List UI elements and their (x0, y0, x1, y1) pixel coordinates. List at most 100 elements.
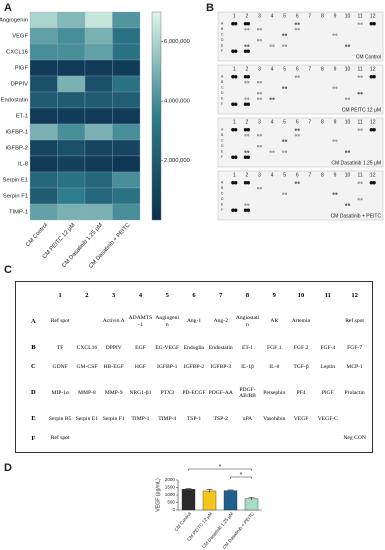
table-cell: Endostatin (208, 344, 233, 351)
table-header-cell: 10 (297, 291, 305, 299)
table-cell: TSP-1 (186, 415, 202, 422)
blot-column-label: 9 (334, 66, 337, 72)
blot-spot (369, 22, 374, 26)
row-label: CXCL16 (6, 50, 28, 56)
heatmap-cell (57, 75, 86, 93)
blot-spot (256, 92, 260, 95)
table-cell: TSP-2 (213, 415, 228, 422)
heatmap-cell (84, 171, 113, 189)
heatmap-cell (29, 139, 58, 157)
blot-caption: CM PEITC 12 μM (342, 107, 381, 113)
table-cell: Ang-2 (213, 318, 228, 325)
blot-spot (297, 75, 300, 78)
blot-spot (231, 181, 235, 185)
colorbar-tick-label: 4,000,000 (164, 99, 190, 105)
table-header-cell: 5 (165, 291, 169, 299)
table-header-cell: 12 (351, 291, 358, 299)
bar (181, 489, 196, 511)
heatmap-cell (29, 91, 58, 109)
blot-spot (259, 187, 263, 190)
panel-label: D (4, 462, 12, 474)
table-row-label: C (31, 363, 36, 371)
blot-spot (297, 22, 300, 25)
table-empty-cell (314, 305, 341, 338)
blot-spot (335, 192, 338, 195)
heatmap-cell (112, 107, 141, 125)
blot-spot (256, 81, 260, 84)
blot-spot (294, 128, 298, 131)
blot-spot (284, 86, 288, 89)
blot-row-label: B (221, 80, 224, 84)
blot-row-label: C (221, 33, 224, 37)
heatmap-cell (57, 123, 86, 141)
blot-spot (282, 150, 285, 153)
heatmap-cell (84, 27, 113, 45)
heatmap-cell (112, 59, 141, 77)
table-cell: Angiostatin (235, 315, 260, 328)
row-label: PlGF (15, 66, 29, 72)
table-cell: IGFBP-3 (210, 363, 231, 370)
heatmap-cell (29, 187, 58, 205)
blot-spot (247, 44, 250, 47)
table-cell: PF4 (296, 389, 306, 396)
table-cell: MMP-8 (78, 389, 96, 396)
table-cell: MCP-1 (346, 363, 363, 370)
blot-column-label: 12 (370, 13, 376, 19)
row-label: IGFBP-1 (5, 130, 28, 136)
table-cell: Prolactin (344, 389, 365, 396)
panel-label: A (4, 2, 12, 14)
blot-column-label: 4 (271, 119, 274, 125)
blot-caption: CM Control (356, 54, 381, 60)
table-corner (20, 286, 47, 305)
heatmap-cell (84, 43, 113, 61)
heatmap-cell (112, 139, 141, 157)
blot-spot (297, 128, 300, 131)
table-cell: Artemin (291, 318, 311, 325)
blot-membrane (217, 117, 384, 168)
blot-row-label: F (221, 49, 223, 53)
table-cell: Endoglin (183, 344, 205, 351)
table-cell: EG-VEGF (155, 344, 180, 351)
heatmap-cell (84, 107, 113, 125)
significance-bracket (230, 476, 252, 479)
blot-spot (247, 203, 250, 206)
blot-row-label: D (221, 91, 224, 95)
table-empty-cell (341, 410, 368, 429)
heatmap-cell (84, 139, 113, 157)
blot-spot (294, 28, 298, 31)
blot-column-label: 3 (258, 66, 261, 72)
blot-spot (344, 97, 348, 100)
table-header-cell: 1 (58, 291, 62, 299)
heatmap-cell (57, 187, 86, 205)
blot-column-label: 12 (370, 172, 376, 178)
table-cell: FGF-7 (347, 344, 363, 351)
blot-row-label: F (221, 155, 223, 159)
table-header-cell: 8 (245, 291, 250, 299)
table-empty-cell (100, 429, 127, 448)
blot-spot (272, 150, 275, 153)
blot-spot (243, 155, 248, 159)
table-cell: Activin A (102, 318, 125, 325)
blot-spot (259, 145, 263, 148)
blot-row-label: B (221, 27, 224, 31)
table-header-cell: 6 (192, 291, 196, 299)
blot-spot (282, 44, 285, 47)
blot-spot (246, 208, 250, 212)
blot-spot (372, 128, 376, 132)
heatmap-cell (57, 43, 86, 61)
heatmap-cell (112, 11, 141, 29)
row-label: Serpin F1 (3, 194, 28, 200)
table-empty-cell (74, 305, 101, 338)
table-cell: Ref spot (345, 318, 364, 325)
blot-spot (256, 97, 260, 100)
blot-spot (372, 22, 376, 26)
blot-column-label: 1 (233, 119, 236, 125)
blot-column-label: 10 (345, 172, 351, 178)
blot-spot (259, 28, 263, 31)
table-cell: Serpin E1 (75, 415, 99, 422)
blot-spot (284, 44, 288, 47)
blot-spot (247, 150, 250, 153)
blot-spot (244, 134, 247, 137)
blot-spot (284, 192, 288, 195)
